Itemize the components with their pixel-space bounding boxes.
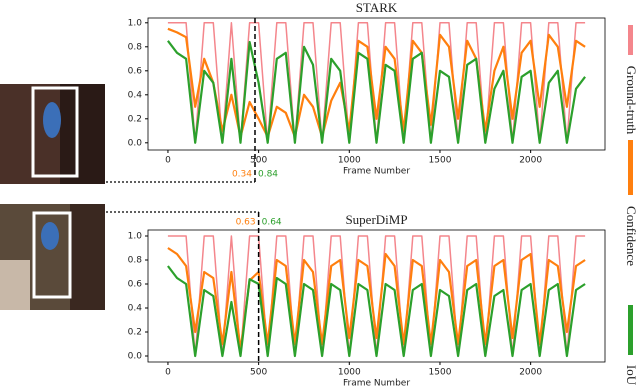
annotation: 0.63 [236,218,256,228]
x-tick-label: 1000 [338,156,361,166]
series-line [167,40,586,144]
legend-label: IoU [624,365,639,386]
y-tick-label: 0.8 [128,256,143,266]
x-tick-label: 2000 [519,368,542,378]
y-tick-label: 1.0 [128,232,143,242]
x-axis-label: Frame Number [343,379,410,388]
x-tick-label: 2000 [519,156,542,166]
chart-title: STARK [356,0,398,15]
plot-frame [147,229,606,363]
y-tick-label: 0.6 [128,66,143,76]
photo-bottom [0,204,105,310]
y-tick-label: 0.2 [128,328,142,338]
x-tick-label: 1000 [338,368,361,378]
chart-title: SuperDiMP [345,212,407,227]
y-tick-label: 0.4 [128,304,143,314]
annotation: 0.64 [262,218,282,228]
series-line [167,22,586,144]
annotation: 0.84 [258,170,278,180]
series-line [167,265,586,358]
x-tick-label: 1500 [429,156,452,166]
x-tick-label: 500 [250,368,267,378]
y-tick-label: 0.2 [128,114,142,124]
legend-label: Ground-truth [624,66,639,135]
legend-markers [628,25,633,355]
x-tick-label: 0 [165,368,171,378]
x-axis-label: Frame Number [343,167,410,177]
annotation: 0.34 [232,170,252,180]
x-tick-label: 1500 [429,368,452,378]
y-tick-label: 0.4 [128,90,143,100]
legend-label: Confidence [624,206,639,266]
y-tick-label: 1.0 [128,18,143,28]
series-line [167,247,586,352]
photo-top [0,84,105,184]
y-tick-label: 0.0 [128,138,143,148]
y-tick-label: 0.0 [128,352,143,362]
plot-frame [147,17,606,151]
y-tick-label: 0.8 [128,42,143,52]
x-tick-label: 500 [250,156,267,166]
y-tick-label: 0.6 [128,280,143,290]
x-tick-label: 0 [165,156,171,166]
